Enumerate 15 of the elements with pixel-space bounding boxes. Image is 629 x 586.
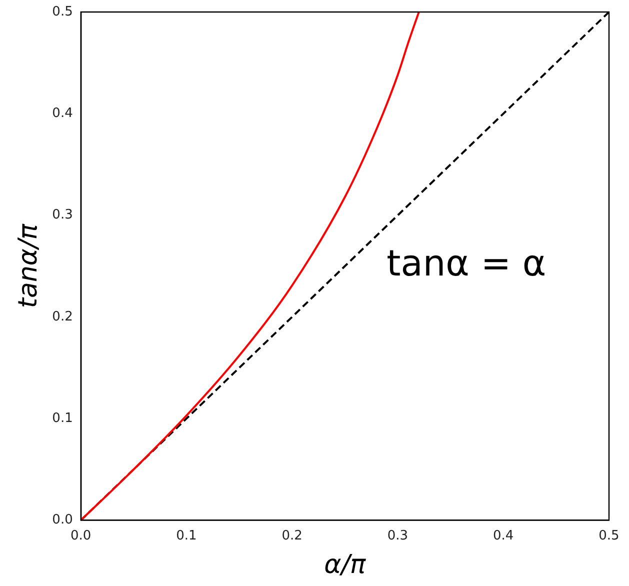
x-tick-label: 0.2 bbox=[282, 528, 302, 544]
y-tick-label: 0.0 bbox=[52, 512, 73, 528]
x-tick-label: 0.0 bbox=[70, 528, 92, 544]
y-tick-label: 0.5 bbox=[52, 4, 73, 20]
x-tick-label: 0.1 bbox=[176, 528, 197, 544]
annotation: tanα = α bbox=[386, 243, 546, 284]
y-tick-label: 0.2 bbox=[52, 309, 73, 324]
x-tick-label: 0.3 bbox=[387, 528, 408, 544]
y-tick-label: 0.1 bbox=[52, 410, 73, 426]
x-tick-label: 0.5 bbox=[598, 528, 620, 544]
y-axis-title: tanα/π bbox=[13, 224, 44, 308]
x-axis-title: α/π bbox=[324, 550, 366, 580]
y-tick-label: 0.4 bbox=[52, 106, 73, 122]
x-tick-label: 0.4 bbox=[493, 528, 514, 544]
y-tick-label: 0.3 bbox=[52, 208, 73, 223]
